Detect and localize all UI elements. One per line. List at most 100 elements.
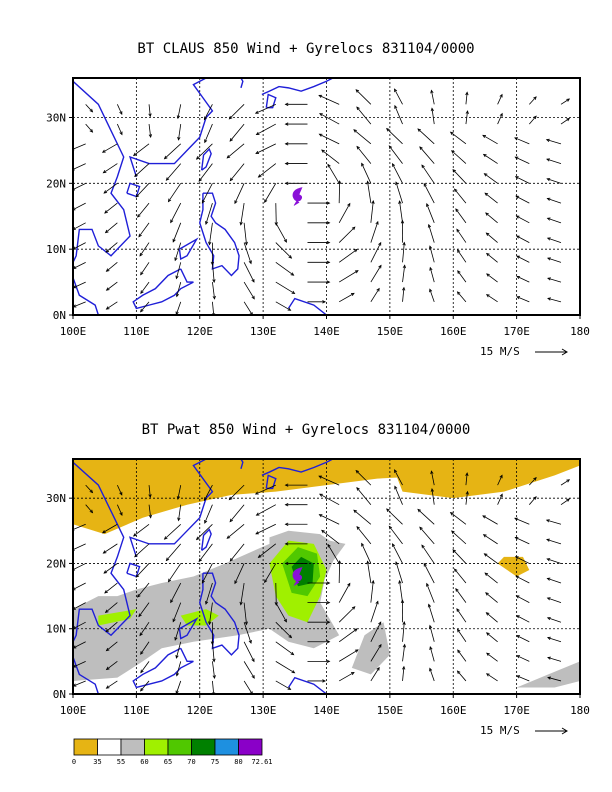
wind-arrow [465,490,469,505]
wind-arrow [429,667,435,682]
wind-arrow [497,493,503,505]
wind-arrow [229,504,245,523]
shade-dry-patch [497,556,530,577]
shade-wet-phil [180,609,219,626]
wind-arrow [457,649,467,662]
wind-arrow [105,301,118,310]
wind-arrow [400,599,405,623]
wind-arrow [483,553,498,564]
wind-arrow [514,137,530,145]
wind-arrow [485,673,498,682]
x-tick-label: 180 [570,704,590,717]
wind-arrow [430,470,435,486]
wind-arrow [175,641,182,659]
wind-arrow [423,182,435,204]
wind-arrow [257,543,277,558]
y-tick-label: 10N [46,623,66,636]
wind-arrow [426,582,435,603]
wind-arrow [204,123,213,144]
wind-arrow [353,509,372,525]
wind-arrow [546,197,562,204]
wind-arrow [255,523,276,535]
y-tick-label: 20N [46,177,66,190]
wind-arrow [484,572,498,584]
wind-arrow [486,273,498,283]
x-tick-label: 170E [503,325,530,338]
wind-arrow [73,582,86,591]
wind-arrow [148,485,152,499]
wind-arrow [395,561,403,584]
wind-arrow [284,102,308,106]
wind-arrow [211,301,216,315]
wind-arrow [104,602,118,614]
wind-arrow [419,526,435,545]
wind-arrow [264,563,277,584]
shade-dry-ne [389,459,580,499]
wind-arrow [307,221,331,225]
coastline [199,192,240,277]
coastline [132,647,194,689]
wind-arrow [226,523,245,539]
wind-arrow [101,523,118,534]
wind-arrow [516,635,530,643]
wind-arrow [73,563,86,571]
wind-arrow [239,203,245,226]
colorbar-label: 75 [211,758,219,766]
coastline [240,78,244,89]
wind-arrow [212,661,216,680]
wind-arrow [73,261,86,269]
wind-arrow [307,581,331,585]
wind-arrow [497,93,503,105]
wind-arrow [228,484,245,501]
wind-arrow [229,123,245,142]
wind-arrow [514,517,530,525]
wind-arrow [73,602,86,610]
colorbar-swatch [144,738,169,756]
wind-arrow [255,504,276,516]
x-tick-label: 160E [440,704,467,717]
y-tick-label: 10N [46,243,66,256]
y-tick-label: 30N [46,112,66,125]
wind-arrow [139,242,150,257]
chart1-area [73,78,580,315]
wind-arrow [138,602,150,618]
wind-arrow [85,123,94,133]
wind-arrow [226,143,245,159]
wind-arrow [175,281,182,298]
wind-arrow [427,223,435,243]
wind-arrow [429,266,435,283]
wind-arrow [284,181,308,185]
wind-arrow [457,270,467,283]
wind-arrow [105,621,118,633]
wind-arrow [353,129,372,145]
wind-arrow [243,602,248,626]
wind-arrow [514,556,530,564]
colorbar-label: 60 [140,758,148,766]
wind-arrow [148,104,152,118]
wind-arrow [257,163,277,178]
wind-arrow [402,643,407,662]
wind-arrow [515,195,530,204]
coastline [73,80,131,315]
wind-arrow [356,487,372,505]
wind-arrow [243,641,255,663]
wind-arrow [515,595,530,603]
wind-arrow [321,529,340,545]
wind-arrow [275,301,292,311]
wind-arrow [73,222,86,231]
wind-arrow [275,621,293,639]
coastline [240,459,244,469]
wind-arrow [429,288,435,302]
wind-arrow [546,217,562,224]
coastline [199,572,240,656]
wind-arrow [307,679,327,683]
x-tick-label: 120E [187,325,214,338]
wind-arrow [195,143,213,160]
wind-arrow [243,661,255,679]
wind-arrow [338,672,355,682]
y-tick-label: 30N [46,492,66,505]
wind-arrow [388,525,403,545]
wind-arrow [457,628,467,643]
wind-arrow [545,519,562,525]
wind-arrow [516,275,530,283]
